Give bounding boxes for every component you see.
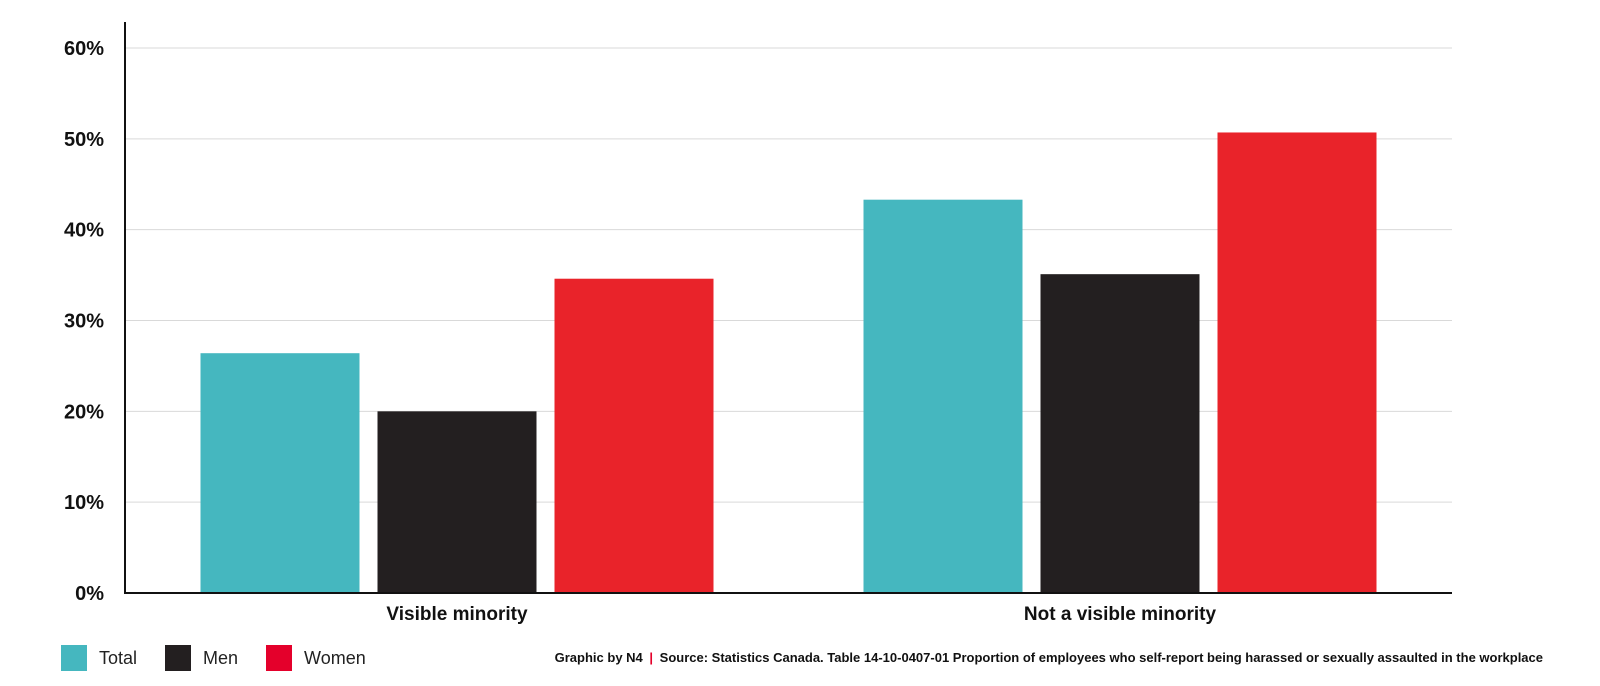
footer-source: Source: Statistics Canada. Table 14-10-0… <box>659 650 1543 665</box>
legend-item-total: Total <box>61 645 137 671</box>
y-tick-label: 50% <box>64 129 104 151</box>
footer-credit: Graphic by N4 <box>554 650 643 665</box>
legend-label-women: Women <box>304 647 366 668</box>
bar-men <box>1040 274 1200 593</box>
y-tick-label: 20% <box>64 401 104 423</box>
chart-legend: Total Men Women <box>61 645 394 671</box>
legend-swatch-total <box>61 645 87 671</box>
y-tick-label: 60% <box>64 38 104 60</box>
bar-total <box>863 199 1023 594</box>
bar-chart: 0% 10% 20% 30% 40% 50% 60% Visible minority Not … <box>64 22 1452 625</box>
source-footer: Graphic by N4 | Source: Statistics Canad… <box>555 650 1543 665</box>
legend-label-total: Total <box>99 647 138 668</box>
legend-swatch-men <box>165 645 192 671</box>
x-category-label: Not a visible minority <box>1024 604 1217 625</box>
bar-women <box>1217 132 1377 593</box>
bar-total <box>200 353 360 593</box>
footer-separator: | <box>649 650 654 665</box>
bar-women <box>554 278 714 593</box>
y-tick-label: 10% <box>64 492 104 514</box>
bar-men <box>377 411 537 593</box>
y-tick-label: 40% <box>64 220 104 242</box>
legend-item-women: Women <box>266 645 366 671</box>
legend-label-men: Men <box>203 647 239 668</box>
legend-item-men: Men <box>165 645 238 671</box>
y-tick-label: 0% <box>75 583 104 605</box>
x-category-label: Visible minority <box>386 604 528 625</box>
y-tick-label: 30% <box>64 311 104 333</box>
legend-swatch-women <box>266 645 293 671</box>
